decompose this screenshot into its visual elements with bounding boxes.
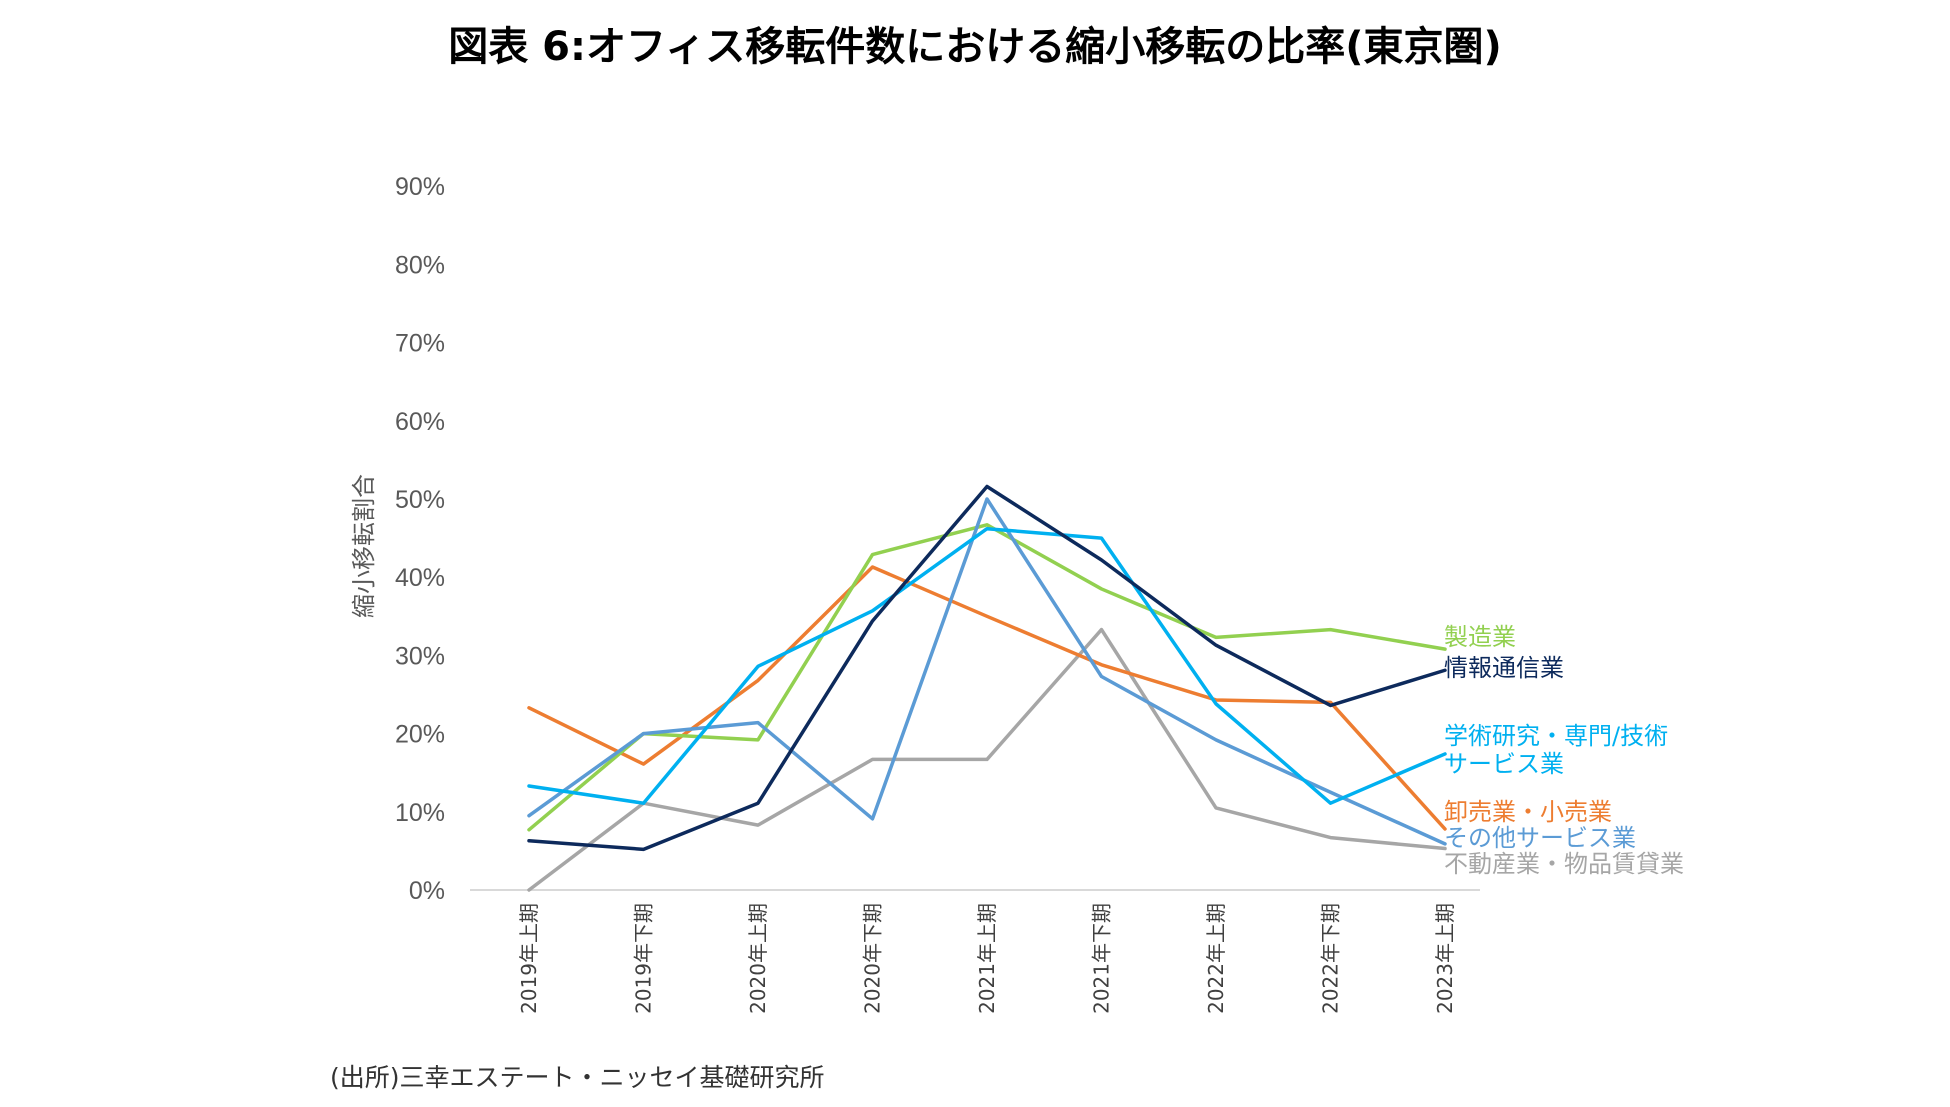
series-line-5 [527,497,1447,846]
series-label-2: 情報通信業 [1444,654,1564,682]
y-tick-label: 30% [395,642,445,670]
series-line-6 [527,627,1447,892]
source-note: (出所)三幸エステート・ニッセイ基礎研究所 [330,1063,825,1092]
x-tick-label: 2022年上期 [1204,903,1228,1014]
y-tick-label: 10% [395,799,445,827]
y-tick-label: 20% [395,721,445,749]
y-tick-label: 60% [395,408,445,436]
chart-title: 図表 6:オフィス移転件数における縮小移転の比率(東京圏) [448,24,1502,70]
y-tick-label: 50% [395,486,445,514]
series-line-2 [527,484,1447,852]
series-line-3 [527,526,1447,805]
x-tick-label: 2022年下期 [1319,903,1343,1014]
y-tick-label: 70% [395,330,445,358]
y-tick-label: 90% [395,173,445,201]
series-label-5: その他サービス業 [1444,824,1636,852]
x-tick-label: 2019年上期 [517,903,541,1014]
y-axis-label: 縮小移転割合 [350,474,378,618]
y-tick-label: 0% [409,877,445,905]
x-tick-label: 2021年下期 [1090,903,1114,1014]
series-label-4: 卸売業・小売業 [1444,798,1612,826]
y-tick-label: 40% [395,564,445,592]
x-tick-label: 2020年上期 [746,903,770,1014]
x-tick-label: 2021年上期 [975,903,999,1014]
x-tick-label: 2023年上期 [1433,903,1457,1014]
x-tick-label: 2020年下期 [861,903,885,1014]
y-tick-label: 80% [395,251,445,279]
series-label-3: 学術研究・専門/技術サービス業 [1444,722,1668,778]
series-label-6: 不動産業・物品賃貸業 [1444,850,1684,878]
series-label-1: 製造業 [1444,623,1516,651]
x-tick-label: 2019年下期 [632,903,656,1014]
series-line-4 [527,565,1447,831]
series-line-1 [527,523,1447,832]
